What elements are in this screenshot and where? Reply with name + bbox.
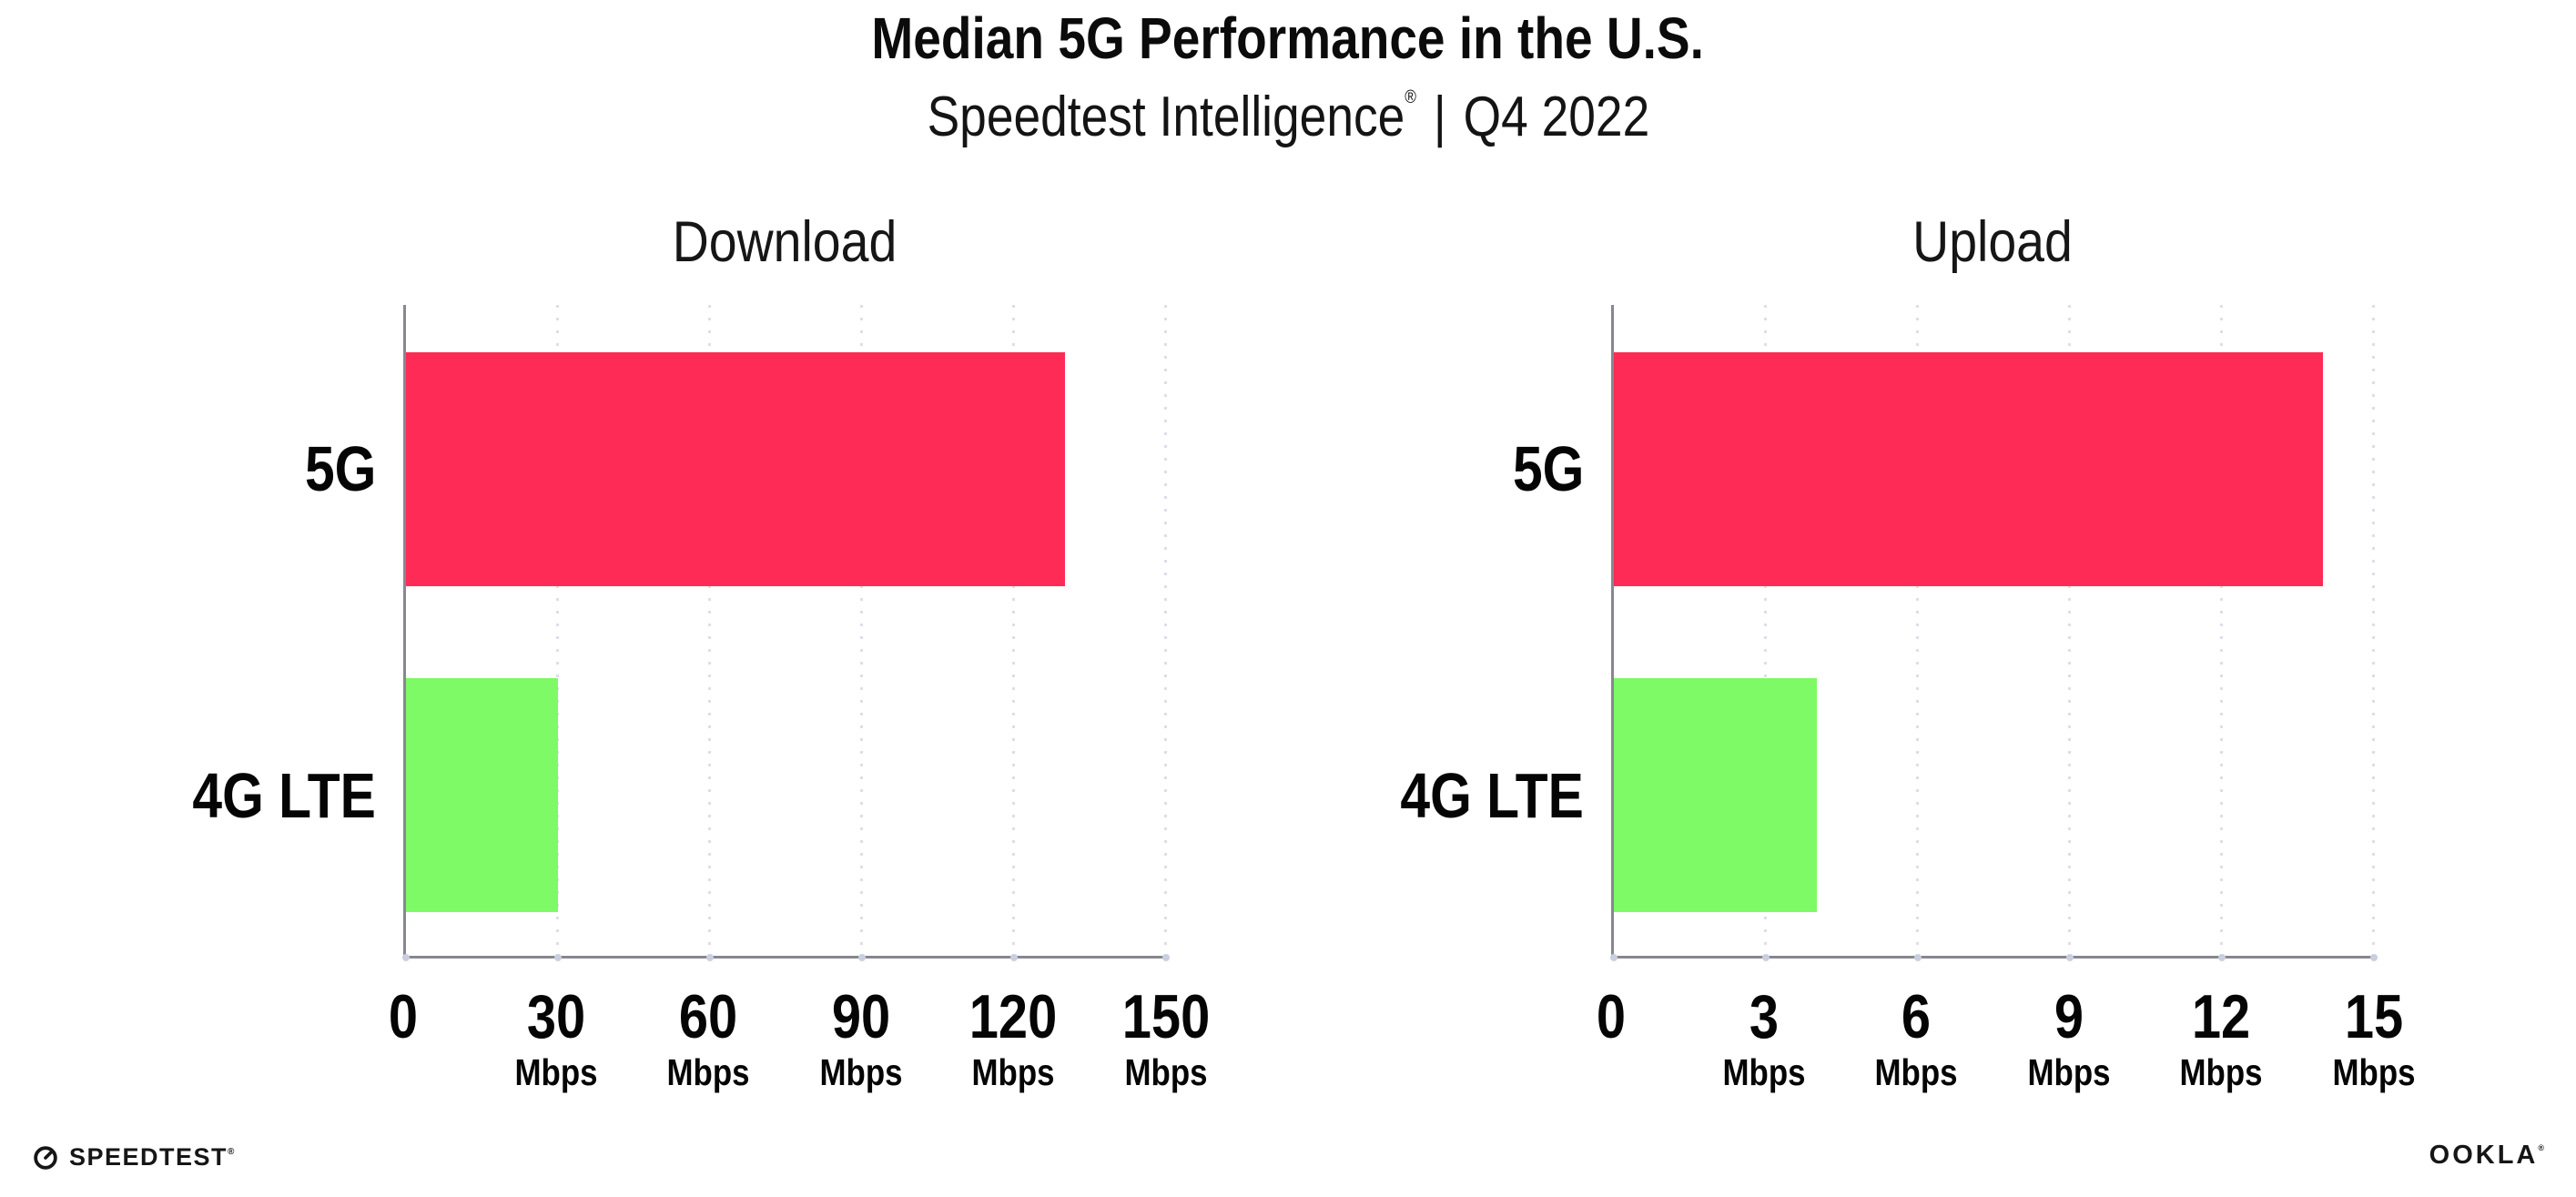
subtitle-period: Q4 2022 (1463, 86, 1649, 148)
x-tick-unit: Mbps (1124, 1051, 1208, 1093)
category-label-4g-lte: 4G LTE (192, 760, 376, 831)
x-tick: 150 Mbps (1114, 986, 1217, 1091)
speedtest-logo: SPEEDTEST® (32, 1143, 234, 1172)
x-tick-unit: Mbps (514, 1051, 598, 1093)
tick-dot (1762, 954, 1770, 961)
x-tick: 60 Mbps (660, 986, 757, 1091)
tick-dot (1610, 954, 1618, 961)
x-tick: 15 Mbps (2325, 986, 2422, 1091)
x-tick: 12 Mbps (2173, 986, 2270, 1091)
tick-dot (2218, 954, 2226, 961)
x-tick: 0 (386, 986, 421, 1048)
x-tick: 120 Mbps (962, 986, 1065, 1091)
x-tick: 30 Mbps (507, 986, 604, 1091)
x-tick-unit: Mbps (2027, 1051, 2111, 1093)
registered-mark: ® (2538, 1143, 2544, 1152)
ookla-wordmark: OOKLA (2429, 1141, 2539, 1170)
x-tick: 3 Mbps (1715, 986, 1812, 1091)
bar-4g-lte-download (406, 678, 558, 912)
download-plot-area (402, 305, 1170, 961)
page-subtitle: Speedtest Intelligence® | Q4 2022 (0, 84, 2576, 151)
gridline (2372, 305, 2375, 956)
tick-dot (1162, 954, 1170, 961)
subtitle-product: Speedtest Intelligence (927, 86, 1405, 148)
category-label-4g-lte: 4G LTE (1400, 760, 1584, 831)
tick-dot (1010, 954, 1018, 961)
upload-plot-area (1610, 305, 2378, 961)
x-tick: 0 (1594, 986, 1628, 1048)
download-chart: Download 5G 4G LTE 0 30 Mbps 60 (193, 214, 1211, 1091)
x-tick-value: 30 (526, 982, 585, 1051)
page-title-text: Median 5G Performance in the U.S. (871, 5, 1705, 71)
x-tick-value: 6 (1902, 982, 1932, 1051)
subtitle-divider: | (1433, 86, 1446, 148)
tick-dot (2066, 954, 2074, 961)
x-tick-value: 150 (1121, 982, 1211, 1051)
tick-dot (2370, 954, 2378, 961)
bar-5g-upload (1614, 352, 2324, 586)
page-title: Median 5G Performance in the U.S. (0, 4, 2576, 74)
ookla-logo: OOKLA® (2429, 1141, 2544, 1171)
x-tick-value: 60 (679, 982, 738, 1051)
x-tick-unit: Mbps (2332, 1051, 2416, 1093)
x-tick-unit: Mbps (971, 1051, 1055, 1093)
gridline (1764, 305, 1767, 956)
x-tick: 9 Mbps (2020, 986, 2117, 1091)
tick-dot (1914, 954, 1922, 961)
gridline (708, 305, 711, 956)
gridline (860, 305, 863, 956)
upload-chart-title: Upload (1912, 210, 2073, 274)
x-tick-value: 9 (2054, 982, 2084, 1051)
x-tick: 6 Mbps (1868, 986, 1965, 1091)
x-tick-unit: Mbps (1722, 1051, 1806, 1093)
x-tick-unit: Mbps (819, 1051, 903, 1093)
category-label-5g: 5G (1512, 433, 1584, 504)
x-tick-unit: Mbps (666, 1051, 750, 1093)
bar-4g-lte-upload (1614, 678, 1817, 912)
x-tick-unit: Mbps (2179, 1051, 2263, 1093)
x-tick-value: 12 (2192, 982, 2251, 1051)
gridline (556, 305, 559, 956)
download-chart-title: Download (672, 210, 898, 274)
x-tick-value: 3 (1749, 982, 1779, 1051)
gridline (1012, 305, 1015, 956)
speedtest-wordmark: SPEEDTEST® (69, 1143, 235, 1171)
speedtest-gauge-icon (32, 1144, 59, 1172)
registered-mark: ® (1404, 87, 1416, 107)
tick-dot (554, 954, 562, 961)
x-tick-value: 0 (1596, 982, 1627, 1051)
tick-dot (706, 954, 714, 961)
bar-5g-download (406, 352, 1065, 586)
x-tick-value: 90 (831, 982, 890, 1051)
x-tick-value: 0 (388, 982, 419, 1051)
x-tick-unit: Mbps (1874, 1051, 1958, 1093)
category-label-5g: 5G (304, 433, 376, 504)
tick-dot (402, 954, 410, 961)
upload-chart: Upload 5G 4G LTE 0 3 Mbps 6 (1401, 214, 2416, 1091)
x-tick-value: 120 (969, 982, 1058, 1051)
gridline (1164, 305, 1167, 956)
registered-mark: ® (228, 1147, 235, 1157)
gridline (1916, 305, 1919, 956)
gridline (2068, 305, 2071, 956)
x-tick-value: 15 (2344, 982, 2404, 1051)
tick-dot (858, 954, 866, 961)
x-tick: 90 Mbps (812, 986, 909, 1091)
gridline (2220, 305, 2223, 956)
